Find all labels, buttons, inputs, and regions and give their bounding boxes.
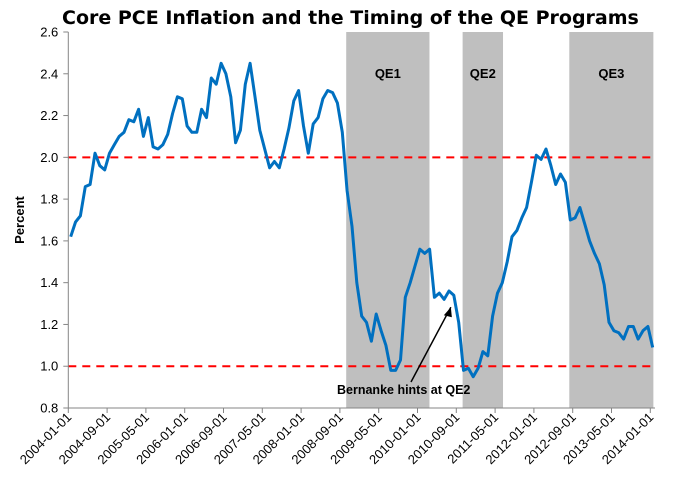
y-axis-label: Percent	[12, 195, 27, 243]
y-tick-label: 1.4	[40, 275, 58, 290]
shaded-region-qe3	[569, 32, 654, 408]
shaded-region-qe2	[462, 32, 504, 408]
y-tick-label: 2.0	[40, 150, 58, 165]
y-tick-label: 2.2	[40, 108, 58, 123]
chart-title: Core PCE Inflation and the Timing of the…	[62, 7, 639, 29]
annotation-text: Bernanke hints at QE2	[337, 383, 470, 397]
y-tick-label: 2.4	[40, 66, 58, 81]
y-tick-label: 1.2	[40, 317, 58, 332]
shaded-region-label: QE2	[470, 66, 496, 81]
annotation-arrow	[410, 306, 452, 383]
shaded-region-label: QE1	[375, 66, 401, 81]
shaded-region-label: QE3	[598, 66, 624, 81]
arrow-head-icon	[443, 307, 452, 318]
shaded-region-qe1	[346, 32, 430, 408]
series	[69, 61, 655, 379]
axes: 0.81.01.21.41.61.82.02.22.42.62004-01-01…	[17, 25, 657, 468]
y-tick-label: 2.6	[40, 25, 58, 40]
y-tick-label: 1.6	[40, 233, 58, 248]
y-tick-label: 0.8	[40, 401, 58, 416]
y-tick-label: 1.0	[40, 359, 58, 374]
y-tick-label: 1.8	[40, 192, 58, 207]
annotation: Bernanke hints at QE2	[337, 306, 470, 397]
qe-shaded-regions: QE1 QE2 QE3	[346, 32, 654, 408]
